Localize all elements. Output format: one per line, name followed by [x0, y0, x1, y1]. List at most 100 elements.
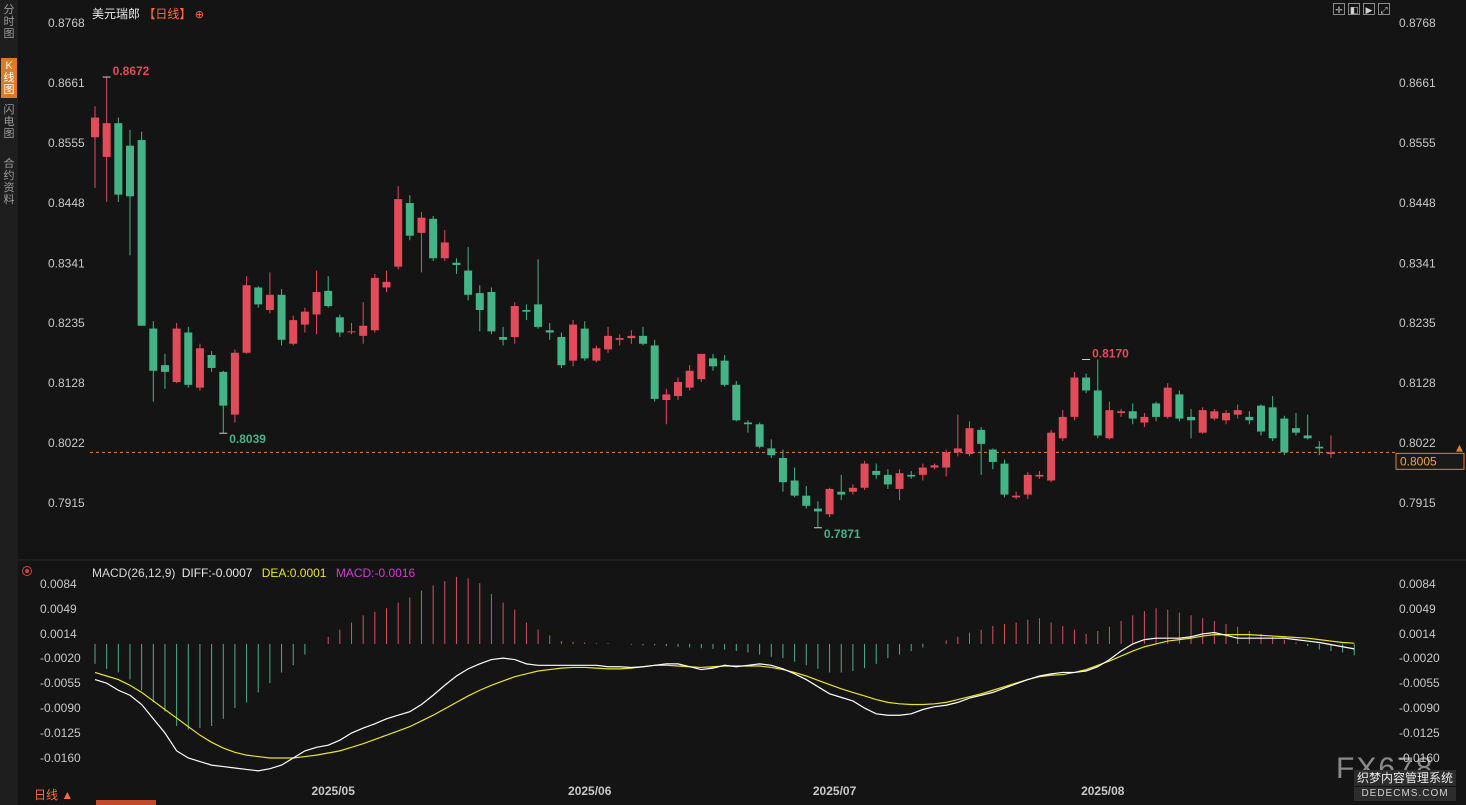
- candle-body: [1128, 411, 1137, 419]
- candle-body: [464, 270, 473, 295]
- macd-tick-right: 0.0049: [1399, 602, 1436, 616]
- candles: [91, 77, 1335, 528]
- sidebar-tab-char: 图: [3, 128, 15, 140]
- candle-body: [475, 293, 484, 310]
- candle-body: [790, 480, 799, 496]
- candle-body: [1035, 474, 1044, 477]
- candle-body: [335, 317, 344, 333]
- macd-tick-left: -0.0055: [40, 676, 81, 690]
- time-tick: 2025/05: [312, 784, 356, 798]
- candle-body: [1175, 394, 1184, 419]
- macd-diff-value: DIFF:-0.0007: [181, 566, 253, 580]
- candle-body: [452, 262, 461, 265]
- candle-body: [499, 336, 508, 340]
- macd-tick-right: -0.0055: [1399, 676, 1440, 690]
- candle-body: [604, 335, 613, 350]
- macd-legend: MACD(26,12,9) DIFF:-0.0007 DEA:0.0001 MA…: [92, 566, 415, 580]
- crosshair-icon[interactable]: ✛: [1333, 3, 1345, 15]
- candle-body: [1023, 474, 1032, 495]
- price-tick-left: 0.8128: [48, 376, 85, 390]
- time-axis: 2025/05 2025/06 2025/07 2025/08: [312, 784, 1125, 798]
- candle-body: [1326, 452, 1335, 455]
- candle-body: [813, 508, 822, 512]
- candle-body: [965, 428, 974, 455]
- add-indicator-icon[interactable]: ⊕: [194, 9, 204, 21]
- price-tick-left: 0.8448: [48, 196, 85, 210]
- candle-body: [1268, 407, 1277, 439]
- candle-body: [230, 352, 239, 415]
- candle-body: [102, 123, 111, 157]
- sidebar-tab-char: 约: [3, 170, 15, 182]
- sidebar-tab-char: 资: [3, 182, 15, 194]
- chart-scrollbar[interactable]: [96, 800, 156, 805]
- macd-tick-left: -0.0020: [40, 651, 81, 665]
- candle-body: [242, 285, 251, 353]
- symbol-name: 美元瑞郎: [92, 7, 141, 21]
- candle-body: [662, 394, 671, 401]
- candle-body: [883, 474, 892, 485]
- time-tick: 2025/06: [568, 784, 612, 798]
- high-price-label: 0.8170: [1092, 347, 1129, 361]
- candle-body: [1105, 410, 1114, 439]
- sidebar-tab-0[interactable]: 分时图: [1, 4, 17, 40]
- candle-body: [254, 287, 263, 305]
- low-price-label: 0.7871: [824, 527, 861, 541]
- chart-title: 美元瑞郎 【日线】 ⊕: [92, 5, 204, 22]
- candle-body: [732, 384, 741, 421]
- sidebar-tab-2[interactable]: 闪电图: [1, 104, 17, 140]
- candle-body: [1117, 411, 1126, 413]
- candle-body: [802, 495, 811, 506]
- price-tick-left: 0.8555: [48, 136, 85, 150]
- candle-body: [534, 304, 543, 327]
- candle-body: [1303, 435, 1312, 439]
- low-price-label: 0.8039: [229, 432, 266, 446]
- candle-body: [1257, 405, 1265, 432]
- macd-tick-left: -0.0090: [40, 701, 81, 715]
- candle-body: [650, 345, 659, 399]
- candle-body: [860, 463, 869, 488]
- macd-tick-right: 0.0084: [1399, 577, 1436, 591]
- dedecms-url: DEDECMS.COM: [1354, 787, 1456, 801]
- candle-body: [382, 281, 391, 288]
- price-tick-right: 0.8128: [1399, 376, 1436, 390]
- candle-body: [720, 360, 729, 385]
- candle-body: [1152, 403, 1161, 417]
- candle-body: [149, 328, 158, 371]
- price-tick-right: 0.8341: [1399, 256, 1436, 270]
- candle-body: [767, 448, 776, 456]
- candle-body: [277, 294, 286, 340]
- candle-body: [837, 491, 846, 495]
- candle-body: [1012, 495, 1021, 498]
- candle-body: [207, 355, 216, 368]
- candle-body: [1233, 410, 1242, 415]
- play-icon[interactable]: ▶: [1363, 3, 1375, 15]
- candle-body: [394, 199, 403, 267]
- fullscreen-icon[interactable]: ⤢: [1378, 3, 1390, 15]
- candle-body: [674, 382, 682, 397]
- candle-body: [1315, 446, 1324, 449]
- candle-body: [487, 291, 496, 332]
- candle-body: [942, 452, 951, 468]
- candle-body: [1245, 416, 1254, 421]
- price-tick-right: 0.8448: [1399, 196, 1436, 210]
- candle-body: [1047, 432, 1056, 481]
- candle-body: [405, 203, 414, 236]
- period-label[interactable]: 【日线】: [143, 7, 192, 21]
- macd-histogram: [94, 576, 1355, 730]
- macd-dea-value: DEA:0.0001: [261, 566, 327, 580]
- sidebar-tab-char: 料: [3, 194, 15, 206]
- price-tick-left: 0.8768: [48, 16, 85, 30]
- bar-back-icon[interactable]: ◧: [1348, 3, 1360, 15]
- price-tick-left: 0.8341: [48, 256, 85, 270]
- sidebar-tab-3[interactable]: 合约资料: [1, 158, 17, 206]
- candle-body: [930, 465, 939, 468]
- indicator-settings-icon[interactable]: [22, 566, 32, 576]
- candle-body: [440, 242, 449, 259]
- candle-body: [265, 294, 274, 310]
- period-selector-button[interactable]: 日线 ▲: [34, 788, 74, 802]
- sidebar-tab-char: 分: [3, 4, 15, 16]
- time-tick: 2025/07: [813, 784, 857, 798]
- candle-body: [1058, 416, 1067, 439]
